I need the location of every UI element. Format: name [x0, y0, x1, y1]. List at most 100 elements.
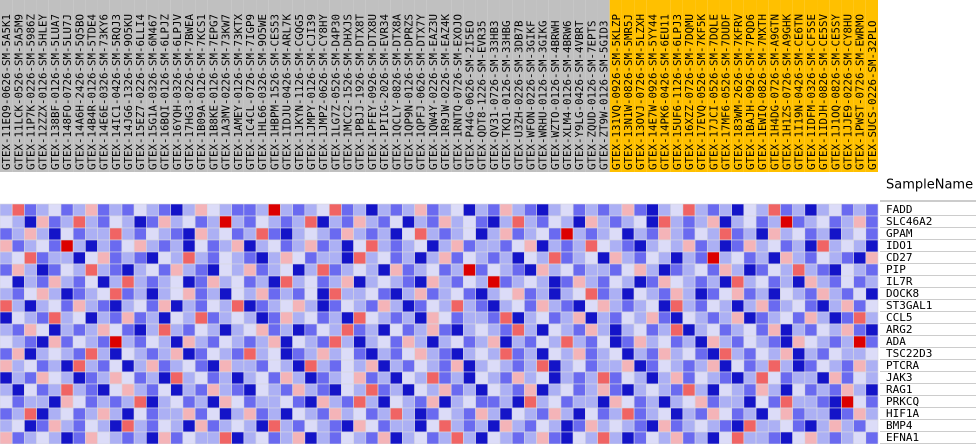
heatmap-cell — [255, 347, 269, 361]
heatmap-cell — [621, 203, 635, 217]
heatmap-cell — [316, 287, 330, 301]
heatmap-cell — [804, 203, 818, 217]
heatmap-cell — [243, 359, 257, 373]
heatmap-cell — [463, 407, 476, 421]
heatmap-cell — [24, 287, 37, 301]
heatmap-cell — [255, 383, 269, 397]
heatmap-cell — [97, 371, 111, 385]
heatmap-cell — [560, 227, 574, 241]
heatmap-cell — [548, 407, 562, 421]
heatmap-cell — [743, 203, 757, 217]
heatmap-cell — [524, 359, 537, 373]
heatmap-cell — [11, 275, 25, 289]
heatmap-cell — [609, 419, 623, 433]
heatmap-cell — [755, 203, 769, 217]
heatmap-cell — [597, 347, 611, 361]
heatmap-cell — [682, 419, 696, 433]
heatmap-cell — [816, 239, 830, 253]
heatmap-cell — [621, 347, 635, 361]
heatmap-cell — [304, 335, 318, 349]
heatmap-cell — [267, 335, 281, 349]
heatmap-cell — [158, 227, 172, 241]
heatmap-cell — [719, 335, 732, 349]
heatmap-cell — [11, 335, 25, 349]
heatmap-cell — [267, 203, 281, 217]
heatmap-cell — [682, 323, 696, 337]
heatmap-cell — [475, 395, 489, 409]
heatmap-cell — [450, 287, 464, 301]
heatmap-cell — [170, 335, 184, 349]
column-label-background — [512, 0, 525, 172]
heatmap-cell — [85, 299, 98, 313]
heatmap-cell — [719, 239, 732, 253]
column-label: GTEX-1PIIG-2026-SM-EVR34 — [378, 14, 391, 170]
heatmap-cell — [85, 395, 98, 409]
heatmap-cell — [11, 287, 25, 301]
heatmap-cell — [548, 359, 562, 373]
heatmap-cell — [670, 203, 684, 217]
heatmap-cell — [694, 335, 708, 349]
heatmap-cell — [280, 371, 293, 385]
heatmap-cell — [316, 251, 330, 265]
heatmap-cell — [780, 371, 793, 385]
heatmap-cell — [499, 287, 513, 301]
heatmap-cell — [426, 323, 440, 337]
heatmap-cell — [572, 239, 586, 253]
heatmap-cell — [85, 275, 98, 289]
heatmap-cell — [182, 251, 196, 265]
heatmap-cell — [767, 383, 781, 397]
heatmap-cell — [682, 251, 696, 265]
heatmap-cell — [377, 287, 391, 301]
heatmap-cell — [182, 311, 196, 325]
heatmap-cell — [304, 239, 318, 253]
heatmap-cell — [414, 407, 428, 421]
column-label: GTEX-1JMPY-0126-SM-CJI39 — [305, 14, 318, 170]
heatmap-cell — [438, 335, 452, 349]
heatmap-cell — [365, 263, 379, 277]
heatmap-cell — [743, 395, 757, 409]
heatmap-cell — [97, 419, 111, 433]
heatmap-cell — [706, 383, 720, 397]
heatmap-cell — [267, 287, 281, 301]
heatmap-cell — [633, 263, 647, 277]
heatmap-cell — [402, 227, 415, 241]
heatmap-cell — [109, 215, 123, 229]
column-label: GTEX-1A3MV-0226-SM-73KW7 — [220, 14, 233, 170]
heatmap-cell — [328, 431, 342, 444]
column-label-background — [182, 0, 196, 172]
heatmap-cell — [548, 431, 562, 444]
heatmap-cell — [304, 251, 318, 265]
heatmap-cell — [609, 431, 623, 444]
column-label: GTEX-SUCS-0226-SM-32PLO — [866, 20, 879, 170]
heatmap-cell — [560, 203, 574, 217]
heatmap-cell — [511, 287, 525, 301]
heatmap-cell — [585, 263, 598, 277]
heatmap-cell — [402, 335, 415, 349]
heatmap-cell — [109, 311, 123, 325]
heatmap-cell — [658, 407, 671, 421]
column-label-background — [609, 0, 622, 172]
heatmap-cell — [633, 431, 647, 444]
heatmap-cell — [755, 275, 769, 289]
column-label: GTEX-1IDJU-0426-SM-ARL7K — [281, 13, 294, 170]
column-label-background — [475, 0, 488, 172]
heatmap-cell — [767, 359, 781, 373]
heatmap-cell — [865, 203, 879, 217]
heatmap-cell — [743, 371, 757, 385]
heatmap-cell — [389, 359, 403, 373]
heatmap-cell — [524, 215, 537, 229]
heatmap-cell — [146, 263, 159, 277]
heatmap-cell — [865, 335, 879, 349]
heatmap-cell — [365, 359, 379, 373]
heatmap-cell — [536, 299, 550, 313]
heatmap-cell — [219, 431, 232, 444]
heatmap-cell — [170, 311, 184, 325]
heatmap-cell — [548, 371, 562, 385]
column-label: GTEX-1QPFJ-0626-SM-DTX7Y — [415, 13, 428, 170]
heatmap-cell — [11, 347, 25, 361]
column-label-background — [268, 0, 281, 172]
heatmap-cell — [170, 359, 184, 373]
heatmap-cell — [560, 359, 574, 373]
heatmap-cell — [304, 419, 318, 433]
column-label: GTEX-WRHU-0126-SM-3GIKG — [537, 20, 550, 170]
